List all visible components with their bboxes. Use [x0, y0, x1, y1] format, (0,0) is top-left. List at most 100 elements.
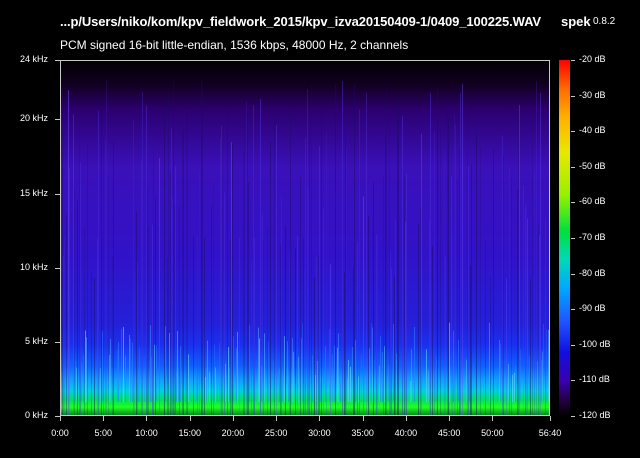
time-tick-label: 15:00	[178, 428, 201, 438]
spectrogram-streak	[502, 135, 503, 416]
spectrogram-streak	[404, 175, 405, 416]
spectrogram-streak	[204, 237, 205, 416]
spectrogram-streak	[394, 276, 395, 416]
db-tick-label: -80 dB	[579, 267, 606, 278]
spectrogram-low-streak	[123, 327, 124, 402]
db-tick	[571, 167, 575, 168]
spectrogram-streak	[316, 256, 317, 416]
spectrogram-low-streak	[109, 354, 110, 402]
spectrogram-low-streak	[178, 380, 179, 402]
spectrogram-low-streak	[426, 349, 427, 402]
spectrogram-low-streak	[355, 340, 356, 402]
spectrogram-low-streak	[185, 376, 186, 402]
spectrogram-low-streak	[236, 348, 237, 402]
spectrogram-low-streak	[500, 343, 501, 402]
spectrogram-streak	[525, 206, 526, 416]
spectrogram-low-streak	[75, 360, 76, 402]
spectrogram-low-streak	[121, 328, 122, 402]
spectrogram-streak	[444, 149, 445, 416]
spectrogram-streak	[309, 129, 310, 416]
spectrogram-low-streak	[233, 336, 234, 402]
spectrogram-low-streak	[364, 377, 365, 402]
spectrogram-streak	[526, 201, 527, 416]
spectrogram-streak	[108, 175, 109, 416]
spectrogram-low-streak	[139, 347, 140, 402]
spectrogram-low-streak	[361, 354, 362, 402]
db-colorbar	[559, 60, 570, 416]
spectrogram-streak	[262, 212, 263, 416]
spectrogram-streak	[330, 264, 331, 416]
spectrogram-streak	[373, 182, 374, 416]
spectrogram-low-streak	[264, 333, 265, 402]
time-tick	[492, 416, 493, 421]
spectrogram-streak	[354, 83, 355, 416]
spectrogram-streak	[167, 257, 168, 416]
spectrogram-streak	[518, 111, 519, 416]
time-tick	[60, 416, 61, 421]
spectrogram-streak	[451, 176, 452, 416]
spectrogram-low-streak	[273, 360, 274, 402]
spectrogram-low-streak	[542, 351, 543, 402]
spectrogram-streak	[430, 93, 431, 416]
spectrogram-low-streak	[180, 346, 181, 402]
spectrogram-streak	[87, 144, 88, 416]
spectrogram-streak	[319, 146, 320, 416]
spectrogram-low-streak	[150, 325, 151, 402]
spectrogram-streak	[377, 234, 378, 416]
spectrogram-streak	[303, 238, 304, 416]
spectrogram-streak	[311, 85, 312, 416]
spectrogram-streak	[285, 226, 286, 416]
spectrogram-low-streak	[367, 372, 368, 402]
spectrogram-low-streak	[411, 349, 412, 402]
spectrogram-low-streak	[347, 379, 348, 402]
spectrogram-streak	[211, 206, 212, 416]
time-tick-label: 5:00	[94, 428, 112, 438]
spectrogram-low-streak	[288, 380, 289, 402]
spectrogram-streak	[152, 224, 153, 416]
spectrogram-streak	[147, 187, 148, 416]
spectrogram-low-streak	[81, 362, 82, 402]
spectrogram-streak	[62, 128, 63, 416]
spectrogram-streak	[251, 261, 252, 416]
spectrogram-streak	[133, 120, 134, 416]
spectrogram-streak	[297, 235, 298, 416]
spectrogram-streak	[470, 265, 471, 416]
spectrogram-streak	[480, 146, 481, 416]
spectrogram-low-streak	[261, 366, 262, 402]
spectrogram-streak	[376, 234, 377, 416]
spectrogram-streak	[153, 150, 154, 416]
spectrogram-low-streak	[279, 368, 280, 402]
spectrogram-low-streak	[340, 381, 341, 402]
spectrogram-streak	[454, 114, 455, 416]
spectrogram-low-streak	[337, 347, 338, 402]
db-tick	[571, 96, 575, 97]
spectrogram-low-streak	[388, 364, 389, 402]
spectrogram-low-streak	[83, 354, 84, 402]
db-tick-label: -40 dB	[579, 125, 606, 136]
spectrogram-streak	[342, 81, 343, 416]
spectrogram-low-streak	[85, 330, 86, 402]
spectrogram-streak	[476, 134, 477, 416]
spectrogram-low-streak	[508, 363, 509, 402]
spectrogram-low-streak	[515, 365, 516, 402]
spectrogram-streak	[77, 200, 78, 416]
spectrogram-streak	[534, 169, 535, 416]
spectrogram-streak	[98, 110, 99, 416]
spectrogram-low-streak	[86, 337, 87, 402]
spectrogram-low-streak	[258, 327, 259, 402]
spectrogram-low-streak	[100, 368, 101, 402]
spectrogram-streak	[105, 139, 106, 416]
spectrogram-streak	[437, 87, 438, 416]
spectrogram-streak	[335, 83, 336, 416]
spectrogram-streak	[420, 207, 421, 416]
spectrogram-streak	[137, 261, 138, 416]
db-tick-label: -100 dB	[579, 338, 611, 349]
spectrogram-streak	[468, 166, 469, 416]
spectrogram-low-streak	[129, 335, 130, 402]
spectrogram-low-streak	[371, 323, 372, 402]
spectrogram-streak	[247, 112, 248, 416]
spectrogram-low-streak	[332, 354, 333, 402]
time-tick-label: 35:00	[351, 428, 374, 438]
spectrogram-low-streak	[435, 370, 436, 402]
spectrogram-streak	[363, 196, 364, 416]
